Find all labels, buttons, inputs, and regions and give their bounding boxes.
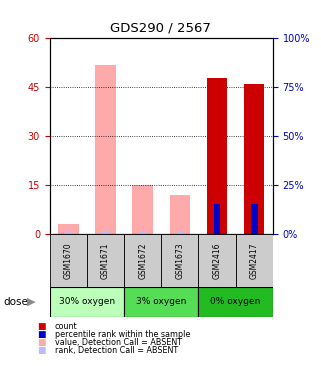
Text: dose: dose [3,297,28,307]
Bar [50,287,124,317]
Text: GSM1671: GSM1671 [101,243,110,279]
Bar [139,231,146,234]
Bar [58,224,79,234]
Bar [161,234,198,287]
Bar [65,231,72,234]
Text: 30% oxygen: 30% oxygen [59,298,115,306]
Bar [124,287,198,317]
Bar [177,232,183,234]
Text: GSM1673: GSM1673 [175,242,184,279]
Text: GSM1670: GSM1670 [64,242,73,279]
Bar [198,234,236,287]
Bar [50,234,87,287]
Bar [251,204,258,234]
Bar [124,234,161,287]
Bar [170,195,190,234]
Bar [236,234,273,287]
Text: 0% oxygen: 0% oxygen [211,298,261,306]
Bar [198,287,273,317]
Bar [102,231,109,234]
Text: rank, Detection Call = ABSENT: rank, Detection Call = ABSENT [55,346,178,355]
Text: GSM2416: GSM2416 [213,243,221,279]
Bar [133,185,153,234]
Bar [95,64,116,234]
Text: GSM2417: GSM2417 [250,243,259,279]
Text: ■: ■ [37,338,45,347]
Text: ■: ■ [37,330,45,339]
Text: 3% oxygen: 3% oxygen [136,298,187,306]
Text: value, Detection Call = ABSENT: value, Detection Call = ABSENT [55,338,182,347]
Bar [207,78,227,234]
Text: GDS290 / 2567: GDS290 / 2567 [110,22,211,35]
Text: ■: ■ [37,322,45,331]
Text: count: count [55,322,77,331]
Text: ■: ■ [37,346,45,355]
Bar [214,204,221,234]
Text: ▶: ▶ [27,297,36,307]
Bar [244,84,265,234]
Text: GSM1672: GSM1672 [138,243,147,279]
Bar [87,234,124,287]
Text: percentile rank within the sample: percentile rank within the sample [55,330,190,339]
